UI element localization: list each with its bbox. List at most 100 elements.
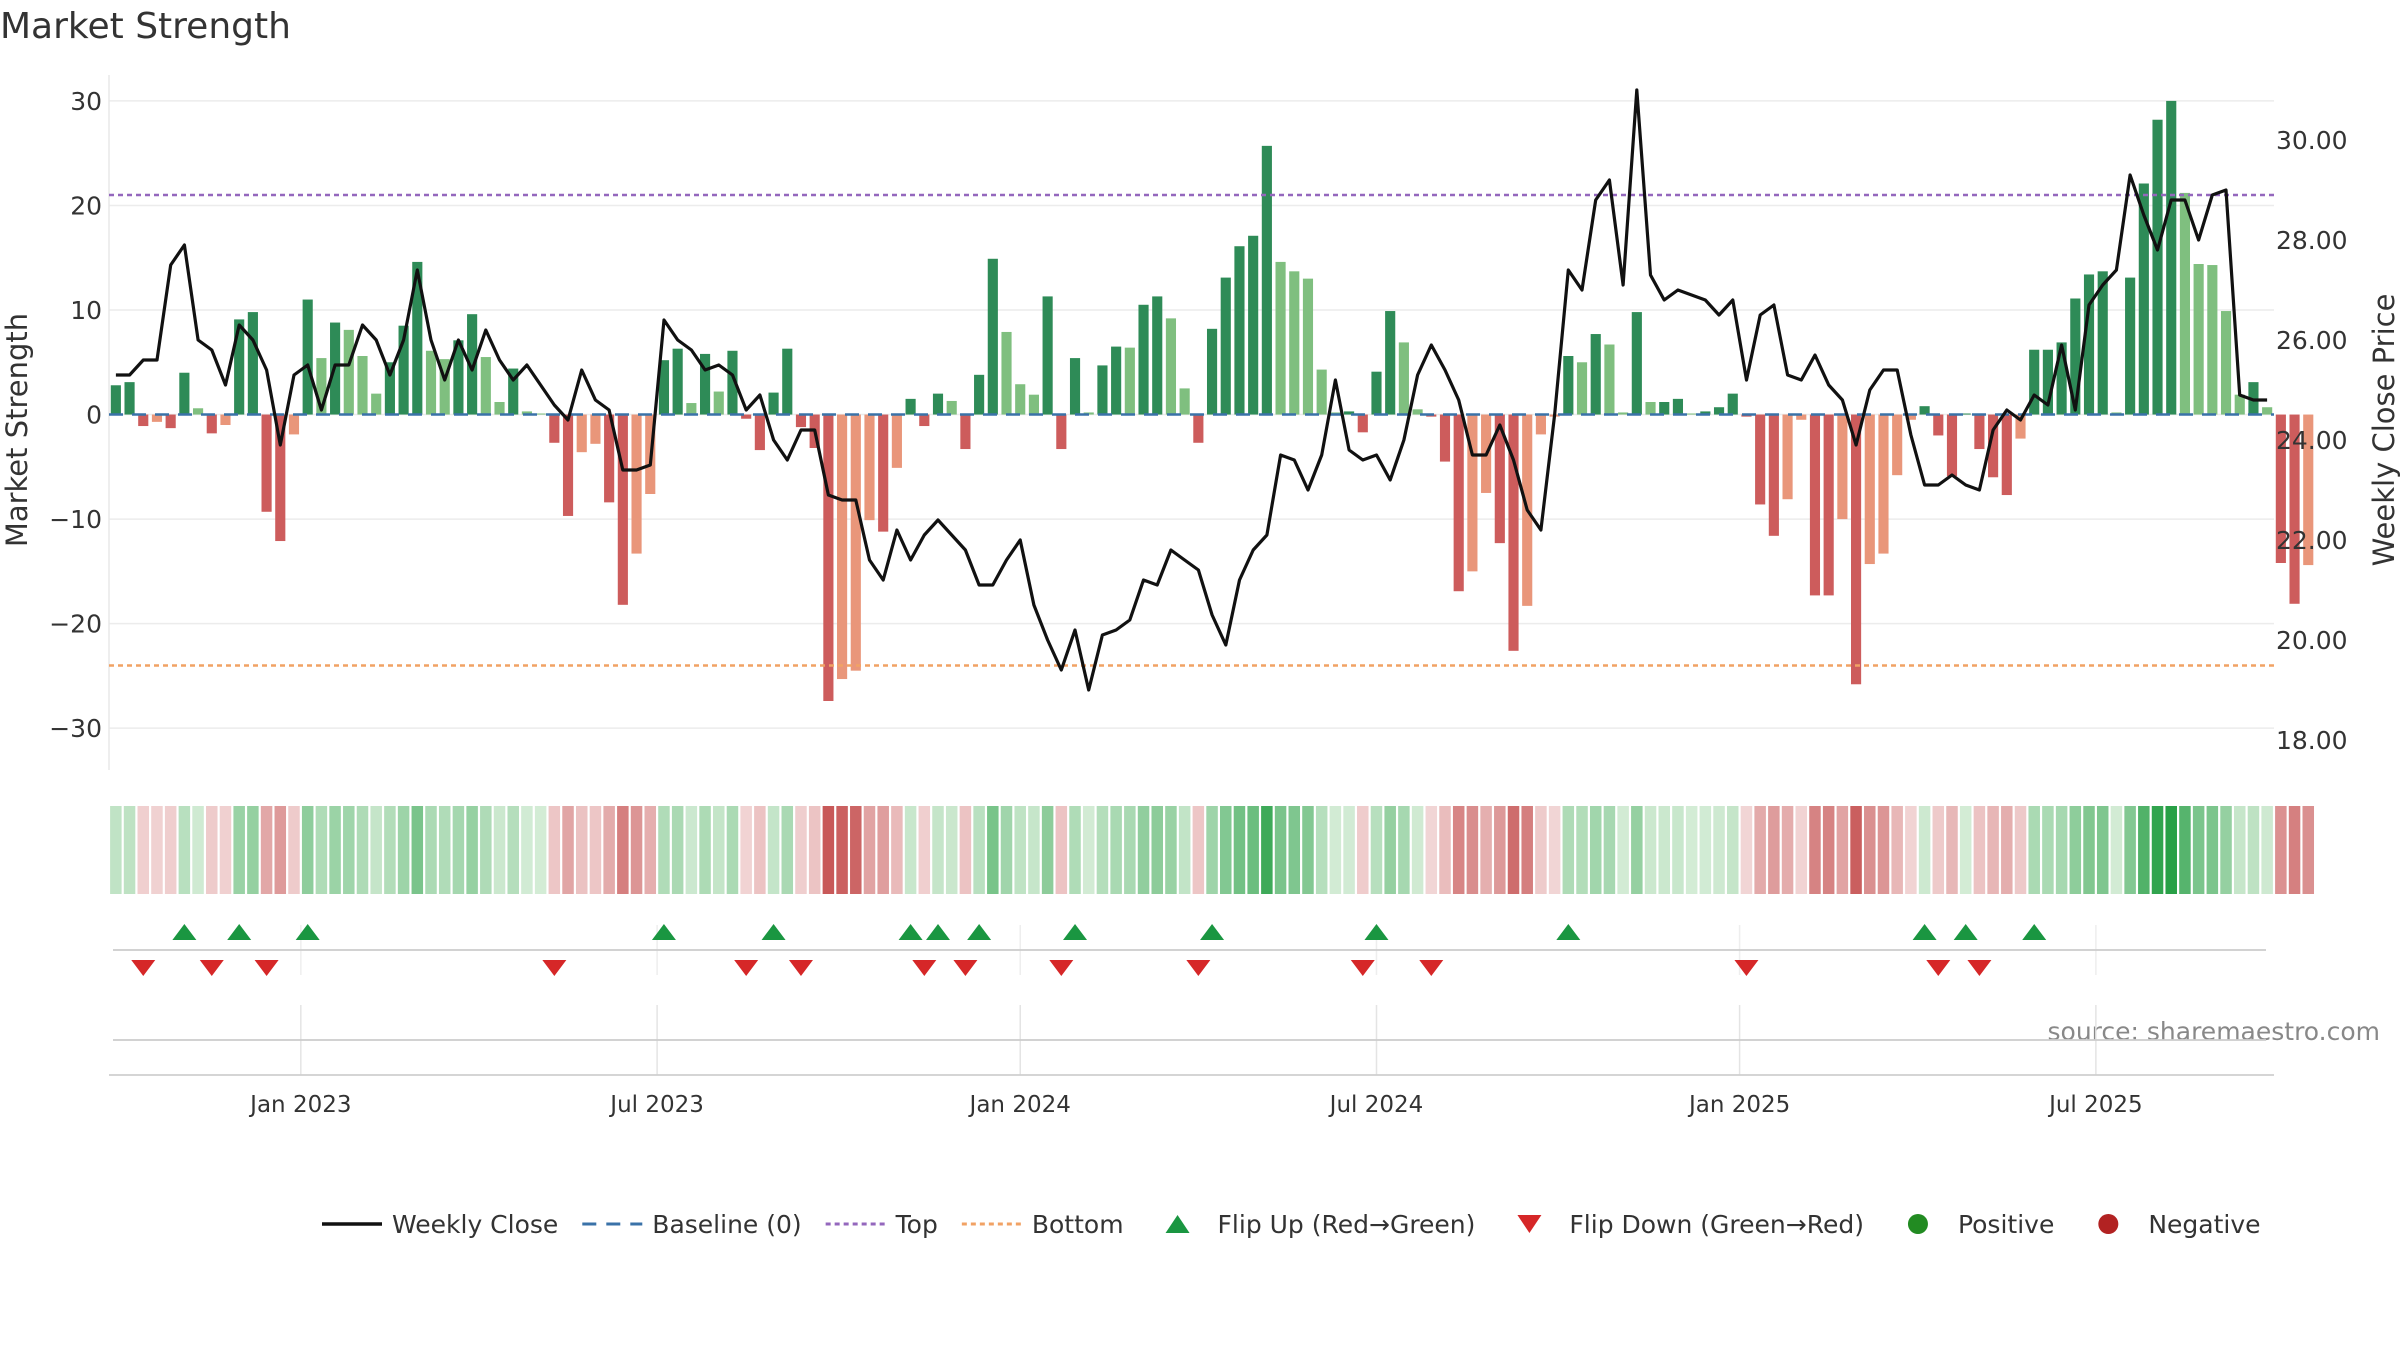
- heat-cell: [685, 806, 698, 894]
- heat-cell: [274, 806, 287, 894]
- heat-cell: [850, 806, 862, 894]
- strength-bar: [2303, 414, 2314, 566]
- strength-bar: [467, 314, 478, 415]
- legend-label: Baseline (0): [652, 1210, 801, 1239]
- flip-up-marker: [227, 924, 252, 940]
- heat-cell: [1768, 806, 1780, 894]
- heat-cell: [644, 806, 657, 894]
- heat-cell: [2165, 806, 2177, 894]
- heat-cell: [466, 806, 478, 894]
- heat-cell: [987, 806, 999, 894]
- strength-bar: [206, 414, 217, 434]
- strength-bar: [2262, 407, 2273, 415]
- flip-down-marker: [1967, 960, 1992, 976]
- strength-bar: [165, 414, 176, 429]
- y-tick-right: 22.00: [2276, 526, 2348, 555]
- flip-down-marker: [1419, 960, 1444, 976]
- heat-cell: [1370, 806, 1383, 894]
- legend-label: Negative: [2148, 1210, 2260, 1239]
- strength-bar: [1946, 414, 1958, 477]
- flip-down-marker: [912, 960, 937, 976]
- heat-cell: [575, 806, 588, 894]
- strength-bar: [2097, 271, 2108, 415]
- y-tick-right: 28.00: [2276, 226, 2348, 255]
- strength-bar: [439, 359, 450, 415]
- strength-bar: [151, 414, 163, 422]
- heat-cell: [2138, 806, 2150, 894]
- heat-cell: [713, 806, 725, 894]
- legend-label: Flip Down (Green→Red): [1569, 1210, 1864, 1239]
- heat-cell: [137, 806, 150, 894]
- strength-bar: [110, 385, 121, 415]
- flip-down-marker: [1926, 960, 1951, 976]
- heat-cell: [808, 806, 821, 894]
- strength-bar: [1124, 347, 1135, 415]
- legend: Weekly Close Baseline (0) Top Bottom Flip Up…: [322, 1210, 2261, 1239]
- y-tick-left: 10: [70, 296, 102, 325]
- strength-bars: [110, 100, 2314, 701]
- heat-cell: [534, 806, 547, 894]
- heat-cell: [1631, 806, 1643, 894]
- strength-bar: [1864, 414, 1875, 565]
- heat-cell: [781, 806, 794, 894]
- heat-cell: [2192, 806, 2205, 894]
- heat-cell: [1055, 806, 1068, 894]
- heat-cell: [904, 806, 917, 894]
- strength-bar: [179, 372, 190, 415]
- strength-bar: [480, 357, 491, 415]
- strength-bar: [398, 325, 409, 415]
- heat-cell: [1932, 806, 1945, 894]
- strength-bar: [2152, 119, 2163, 415]
- flip-down-marker: [542, 960, 567, 976]
- strength-bar: [658, 360, 670, 415]
- strength-bar: [987, 258, 998, 415]
- heat-cell: [1603, 806, 1616, 894]
- heat-cell: [1891, 806, 1903, 894]
- flip-up-marker: [1364, 924, 1389, 940]
- heat-cell: [1781, 806, 1794, 894]
- legend-label: Positive: [1958, 1210, 2054, 1239]
- heat-cell: [1905, 806, 1917, 894]
- y-tick-left: 20: [70, 191, 102, 220]
- heat-cell: [1302, 806, 1314, 894]
- strength-bar: [1576, 362, 1588, 415]
- heat-cell: [1110, 806, 1122, 894]
- heat-cell: [2261, 806, 2273, 894]
- heat-cell: [754, 806, 766, 894]
- heat-cell: [2042, 806, 2054, 894]
- strength-bar: [1097, 365, 1108, 415]
- strength-bar: [1672, 398, 1684, 415]
- legend-swatch: [1165, 1215, 1190, 1233]
- heat-cell: [301, 806, 314, 894]
- heat-cell: [1685, 806, 1698, 894]
- strength-bar: [1042, 296, 1053, 415]
- strength-bar: [1988, 414, 1999, 478]
- strength-bar: [1796, 414, 1807, 420]
- heat-cell: [671, 806, 684, 894]
- heat-cell: [1946, 806, 1958, 894]
- flip-up-marker: [926, 924, 951, 940]
- strength-bar: [1316, 369, 1327, 415]
- strength-bar: [782, 348, 793, 415]
- strength-bar: [138, 414, 149, 427]
- strength-bar: [1275, 261, 1286, 415]
- strength-bar: [2029, 349, 2040, 415]
- strength-bar: [1809, 414, 1821, 596]
- strength-bar: [1138, 304, 1149, 415]
- heat-cell: [1329, 806, 1342, 894]
- flip-up-marker: [761, 924, 786, 940]
- x-tick-label: Jul 2024: [1328, 1092, 1424, 1118]
- strength-bar: [1823, 414, 1834, 596]
- heat-cell: [2206, 806, 2219, 894]
- heat-cell: [343, 806, 355, 894]
- flip-down-marker: [788, 960, 813, 976]
- heat-cell: [1233, 806, 1246, 894]
- flip-down-marker: [199, 960, 224, 976]
- strength-bar: [686, 403, 697, 415]
- heat-cell: [945, 806, 958, 894]
- heat-cell: [370, 806, 382, 894]
- strength-bar: [2289, 414, 2300, 604]
- reference-lines: [109, 193, 2274, 667]
- heat-cell: [1809, 806, 1821, 894]
